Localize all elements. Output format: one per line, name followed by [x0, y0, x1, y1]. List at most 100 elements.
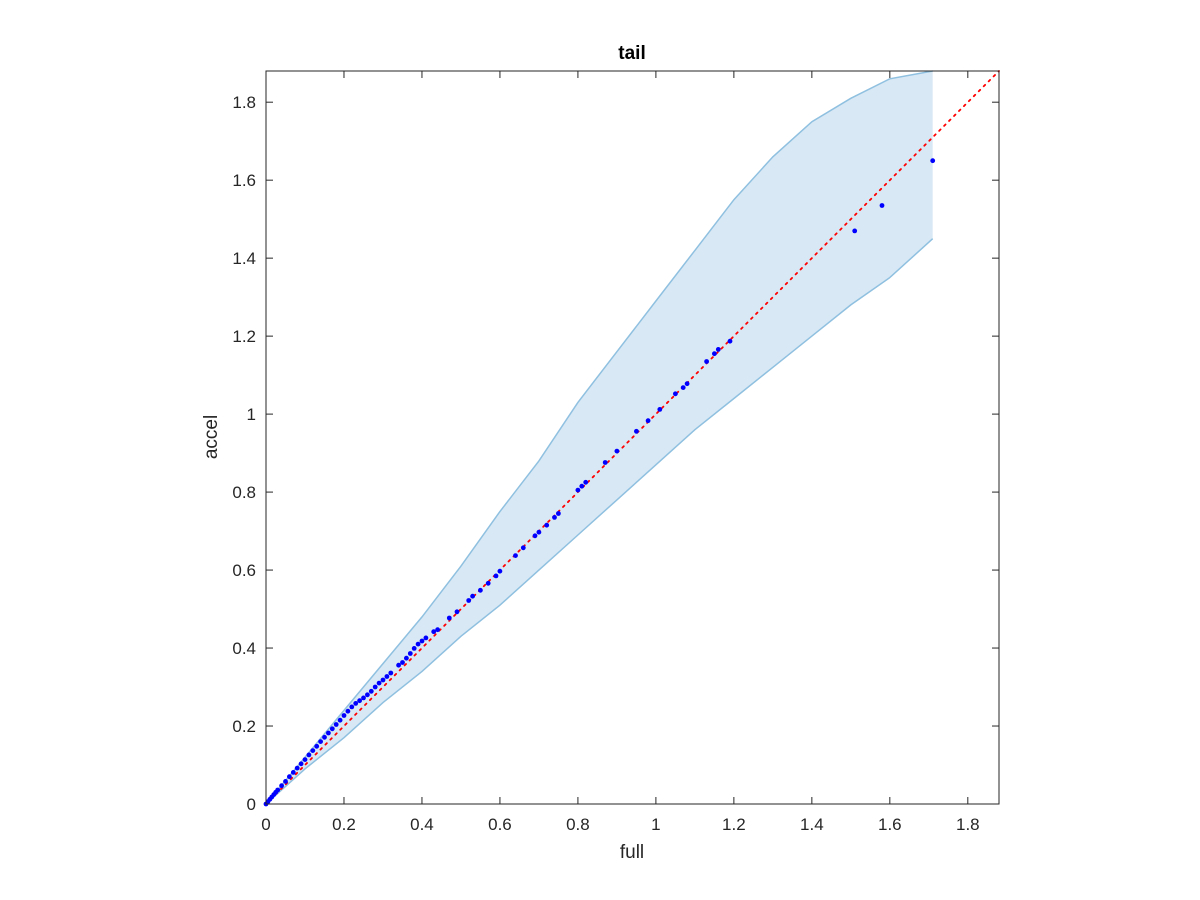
- data-point: [602, 460, 608, 465]
- data-point: [552, 515, 557, 520]
- data-point: [485, 580, 491, 586]
- data-point: [520, 545, 526, 551]
- data-point: [536, 529, 542, 535]
- data-point: [287, 774, 292, 780]
- data-point: [470, 593, 475, 599]
- data-point: [930, 158, 936, 164]
- data-point: [337, 717, 343, 723]
- chart-title: tail: [618, 43, 645, 64]
- data-point: [532, 533, 538, 539]
- data-point: [396, 662, 401, 668]
- data-point: [431, 629, 437, 635]
- data-point: [852, 228, 858, 234]
- data-point: [513, 553, 518, 558]
- plot-area: [263, 70, 1000, 807]
- data-point: [372, 684, 378, 690]
- data-point: [704, 359, 709, 364]
- data-point: [478, 587, 483, 593]
- x-axis-label: full: [620, 842, 644, 863]
- data-point: [298, 761, 304, 767]
- data-point: [411, 646, 417, 651]
- data-point: [294, 765, 300, 771]
- x-tick-label: 0.6: [488, 815, 512, 834]
- data-point: [415, 641, 421, 647]
- data-point: [318, 739, 323, 744]
- axes-box: [265, 70, 1000, 805]
- y-tick-label: 1: [247, 405, 256, 424]
- x-tick-label: 1: [651, 815, 660, 834]
- data-point: [419, 638, 425, 644]
- data-point: [326, 730, 331, 736]
- y-axis-ticks: 0 0.2 0.4 0.6 0.8 1 1.2 1.4 1.6 1.8: [232, 93, 999, 814]
- data-point: [407, 651, 413, 656]
- data-point: [879, 203, 885, 208]
- y-tick-label: 1.2: [232, 327, 256, 346]
- data-point: [314, 743, 320, 749]
- data-point: [583, 479, 589, 485]
- y-tick-label: 1.8: [232, 93, 256, 112]
- data-points: [263, 158, 936, 807]
- data-point: [657, 407, 663, 412]
- x-tick-label: 1.6: [878, 815, 902, 834]
- y-tick-label: 1.6: [232, 171, 256, 190]
- x-tick-label: 1.2: [722, 815, 746, 834]
- y-tick-label: 0.4: [232, 639, 256, 658]
- confidence-band-lower-edge: [265, 238, 934, 805]
- data-point: [680, 385, 686, 390]
- data-point: [357, 698, 362, 704]
- data-point: [388, 670, 394, 676]
- data-point: [333, 722, 339, 727]
- data-point: [645, 418, 651, 424]
- data-point: [376, 680, 382, 686]
- y-axis-label: accel: [201, 415, 222, 459]
- data-point: [380, 677, 386, 683]
- data-point: [404, 655, 409, 661]
- data-point: [306, 752, 312, 758]
- data-point: [349, 704, 355, 710]
- data-point: [368, 688, 374, 694]
- data-point: [466, 598, 472, 603]
- x-tick-label: 0: [261, 815, 270, 834]
- y-tick-label: 0.6: [232, 561, 256, 580]
- x-tick-label: 1.4: [800, 815, 824, 834]
- data-point: [673, 391, 678, 397]
- x-tick-label: 0.8: [566, 815, 590, 834]
- y-tick-label: 0.8: [232, 483, 256, 502]
- data-point: [556, 511, 561, 516]
- data-point: [345, 708, 351, 714]
- data-point: [435, 627, 440, 633]
- data-point: [715, 347, 721, 352]
- data-point: [454, 609, 460, 615]
- data-point: [361, 695, 366, 701]
- x-axis-ticks: 0 0.2 0.4 0.6 0.8 1 1.2 1.4 1.6 1.8: [261, 71, 980, 834]
- reference-line: [265, 70, 1000, 805]
- data-point: [446, 615, 452, 621]
- data-point: [400, 660, 405, 665]
- data-point: [575, 487, 581, 493]
- data-point: [329, 726, 335, 732]
- x-tick-label: 1.8: [956, 815, 980, 834]
- data-point: [614, 448, 620, 454]
- data-point: [384, 674, 390, 679]
- data-point: [497, 568, 503, 574]
- data-point: [310, 748, 316, 753]
- data-point: [353, 701, 359, 706]
- data-point: [279, 783, 284, 789]
- data-point: [423, 635, 429, 641]
- data-point: [727, 338, 733, 344]
- data-point: [275, 787, 281, 793]
- data-point: [579, 483, 585, 489]
- data-point: [341, 713, 347, 718]
- data-point: [634, 428, 639, 434]
- data-point: [684, 381, 690, 387]
- y-tick-label: 0.2: [232, 717, 256, 736]
- confidence-band: [266, 71, 933, 804]
- x-tick-label: 0.2: [332, 815, 356, 834]
- data-point: [544, 522, 550, 528]
- data-point: [302, 757, 308, 762]
- y-tick-label: 1.4: [232, 249, 256, 268]
- confidence-band-upper-edge: [265, 70, 933, 805]
- data-point: [283, 779, 288, 784]
- data-point: [290, 770, 296, 775]
